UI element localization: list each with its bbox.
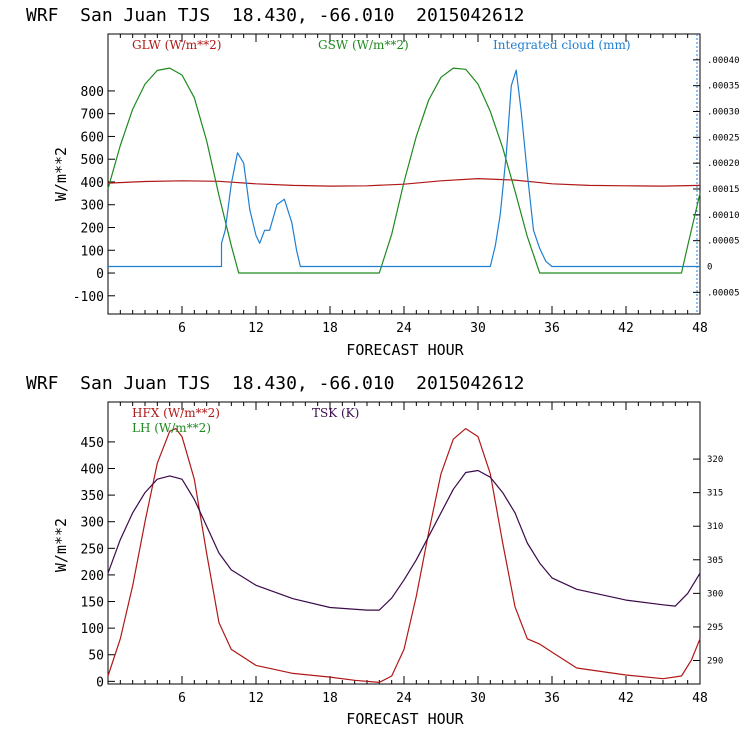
bottom-y-tick-label: 250 bbox=[81, 542, 104, 557]
top-panel: WRF San Juan TJS 18.430, -66.010 2015042… bbox=[26, 5, 740, 359]
bottom-y2-ticks: 290 295 300 305 310 315 320 bbox=[693, 455, 723, 667]
bottom-legend-tsk: TSK (K) bbox=[312, 406, 359, 420]
top-y-tick-label: -100 bbox=[73, 290, 104, 305]
top-y-tick-label: 600 bbox=[81, 130, 104, 145]
bottom-y-tick-label: 300 bbox=[81, 516, 104, 531]
bottom-y2-tick-label: 320 bbox=[707, 455, 723, 465]
bottom-series-lines bbox=[107, 428, 701, 683]
top-y2-tick-label: 0 bbox=[707, 263, 712, 273]
top-y2-tick-label: .00025 bbox=[707, 133, 740, 143]
top-y-tick-label: 100 bbox=[81, 244, 104, 259]
top-x-axis-title: FORECAST HOUR bbox=[346, 341, 464, 359]
top-y2-tick-label: .00005 bbox=[707, 237, 740, 247]
bottom-y-axis-title: W/m**2 bbox=[52, 518, 70, 572]
bottom-y2-tick-label: 310 bbox=[707, 522, 723, 532]
bottom-series-line-tsk bbox=[107, 469, 701, 611]
top-x-tick-label: 24 bbox=[396, 321, 412, 336]
top-y2-tick-label: .00035 bbox=[707, 82, 740, 92]
top-y-axis-title: W/m**2 bbox=[52, 147, 70, 201]
bottom-x-ticks: 6 12 18 24 30 36 42 48 bbox=[107, 402, 708, 706]
top-series-lines bbox=[107, 67, 701, 274]
bottom-x-tick-label: 42 bbox=[618, 691, 634, 706]
bottom-x-tick-label: 48 bbox=[692, 691, 708, 706]
bottom-y-tick-label: 350 bbox=[81, 489, 104, 504]
top-y2-tick-label: .00005 bbox=[707, 288, 740, 298]
top-y2-tick-label: .00015 bbox=[707, 185, 740, 195]
top-y-tick-label: 0 bbox=[96, 267, 104, 282]
top-x-tick-label: 36 bbox=[544, 321, 560, 336]
bottom-x-tick-label: 12 bbox=[248, 691, 264, 706]
top-y2-tick-label: .00010 bbox=[707, 211, 740, 221]
top-y-ticks: -100 0 100 200 300 400 500 600 700 800 bbox=[73, 85, 115, 305]
bottom-x-tick-label: 18 bbox=[322, 691, 338, 706]
bottom-series-line-hfx bbox=[107, 428, 701, 683]
bottom-y2-tick-label: 290 bbox=[707, 657, 723, 667]
bottom-chart-title: WRF San Juan TJS 18.430, -66.010 2015042… bbox=[26, 373, 525, 394]
top-y2-tick-label: .00030 bbox=[707, 108, 740, 118]
bottom-x-axis-title: FORECAST HOUR bbox=[346, 710, 464, 728]
bottom-plot-frame bbox=[107, 401, 701, 685]
bottom-x-tick-label: 6 bbox=[178, 691, 186, 706]
top-y2-ticks: .00005 0 .00005 .00010 .00015 .00020 .00025 .00… bbox=[693, 56, 740, 298]
top-y-tick-label: 200 bbox=[81, 221, 104, 236]
bottom-y-tick-label: 50 bbox=[88, 649, 104, 664]
top-chart-title: WRF San Juan TJS 18.430, -66.010 2015042… bbox=[26, 5, 525, 26]
top-x-tick-label: 48 bbox=[692, 321, 708, 336]
bottom-panel: WRF San Juan TJS 18.430, -66.010 2015042… bbox=[26, 373, 723, 728]
bottom-y2-tick-label: 305 bbox=[707, 556, 723, 566]
top-series-line-gsw bbox=[107, 67, 701, 274]
top-y-tick-label: 500 bbox=[81, 153, 104, 168]
top-x-ticks: 6 12 18 24 30 36 42 48 bbox=[107, 34, 708, 336]
top-x-tick-label: 18 bbox=[322, 321, 338, 336]
bottom-y-tick-label: 100 bbox=[81, 622, 104, 637]
top-legend-cloud: Integrated cloud (mm) bbox=[493, 38, 631, 52]
bottom-x-tick-label: 30 bbox=[470, 691, 486, 706]
top-legend-gsw: GSW (W/m**2) bbox=[318, 38, 409, 52]
top-x-tick-label: 42 bbox=[618, 321, 634, 336]
top-series-line-integrated bbox=[108, 69, 700, 268]
top-x-tick-label: 12 bbox=[248, 321, 264, 336]
top-legend-glw: GLW (W/m**2) bbox=[132, 38, 221, 52]
bottom-y-tick-label: 450 bbox=[81, 436, 104, 451]
top-y-tick-label: 700 bbox=[81, 108, 104, 123]
bottom-y-tick-label: 200 bbox=[81, 569, 104, 584]
top-y2-tick-label: .00020 bbox=[707, 159, 740, 169]
bottom-legend-lh: LH (W/m**2) bbox=[132, 421, 211, 435]
bottom-y2-tick-label: 295 bbox=[707, 623, 723, 633]
top-plot-frame bbox=[107, 33, 701, 315]
top-y-tick-label: 400 bbox=[81, 176, 104, 191]
top-x-tick-label: 6 bbox=[178, 321, 186, 336]
bottom-y2-tick-label: 300 bbox=[707, 589, 723, 599]
top-y2-tick-label: .00040 bbox=[707, 56, 740, 66]
bottom-y-tick-label: 150 bbox=[81, 596, 104, 611]
bottom-y-ticks: 0 50 100 150 200 250 300 350 400 450 bbox=[81, 436, 115, 690]
top-y-tick-label: 800 bbox=[81, 85, 104, 100]
top-y-tick-label: 300 bbox=[81, 199, 104, 214]
bottom-y-tick-label: 400 bbox=[81, 463, 104, 478]
bottom-y2-tick-label: 315 bbox=[707, 489, 723, 499]
bottom-x-tick-label: 24 bbox=[396, 691, 412, 706]
bottom-legend-hfx: HFX (W/m**2) bbox=[132, 406, 220, 420]
bottom-x-tick-label: 36 bbox=[544, 691, 560, 706]
bottom-y-tick-label: 0 bbox=[96, 675, 104, 690]
top-x-tick-label: 30 bbox=[470, 321, 486, 336]
